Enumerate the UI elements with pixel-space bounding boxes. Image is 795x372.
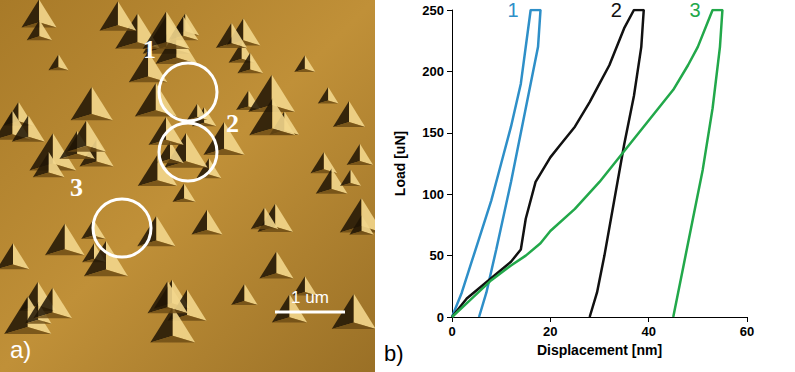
svg-text:Displacement [nm]: Displacement [nm] [537,342,662,358]
svg-text:1: 1 [508,0,519,21]
svg-text:40: 40 [641,324,655,339]
svg-text:2: 2 [611,0,622,21]
svg-text:1: 1 [143,35,156,64]
svg-text:50: 50 [430,248,444,263]
svg-text:20: 20 [543,324,557,339]
svg-text:0: 0 [448,324,455,339]
svg-text:0: 0 [437,310,444,325]
svg-text:200: 200 [422,64,444,79]
svg-text:Load [uN]: Load [uN] [392,131,408,196]
svg-text:3: 3 [70,173,83,202]
svg-text:250: 250 [422,3,444,18]
svg-text:b): b) [384,341,404,366]
svg-text:3: 3 [689,0,700,21]
svg-text:a): a) [10,336,31,363]
svg-text:150: 150 [422,125,444,140]
svg-text:100: 100 [422,187,444,202]
svg-text:1 um: 1 um [291,288,329,307]
svg-text:60: 60 [740,324,754,339]
svg-text:2: 2 [226,109,239,138]
